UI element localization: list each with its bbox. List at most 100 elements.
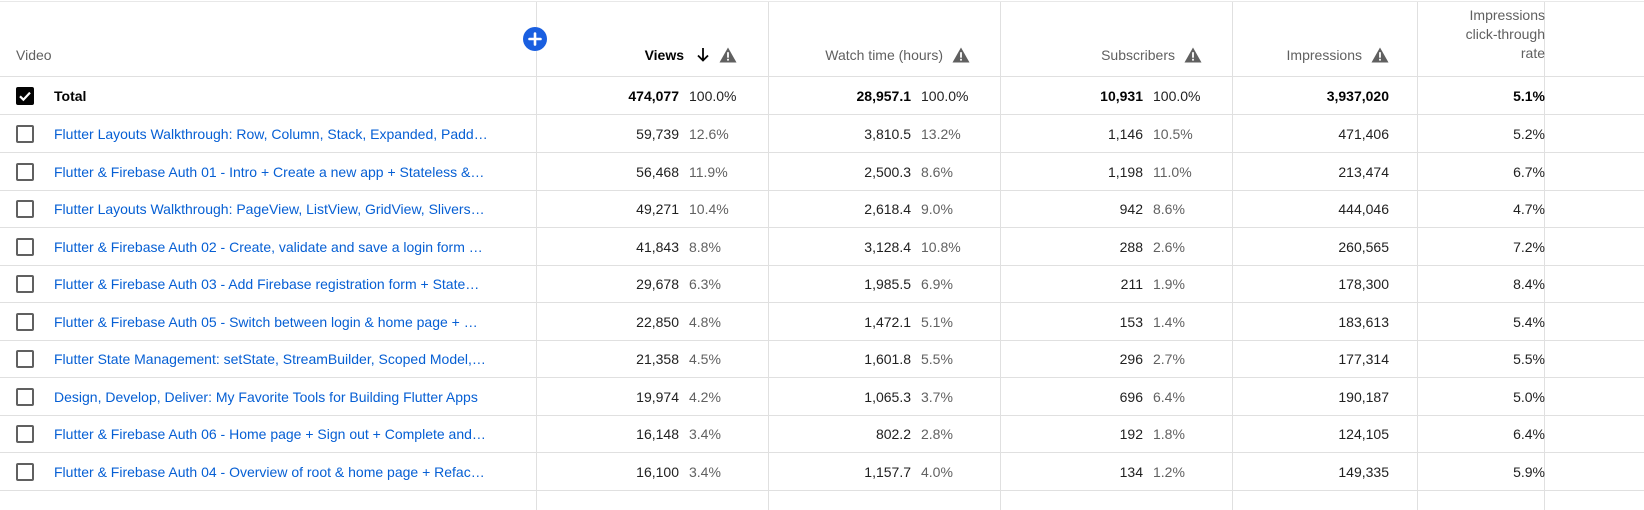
total-subscribers: 10,931 <box>1100 88 1143 104</box>
header-subscribers[interactable]: Subscribers <box>1001 2 1202 76</box>
checkmark-icon <box>19 91 31 102</box>
subscribers-value: 288 <box>1119 238 1143 255</box>
column-divider <box>536 2 537 510</box>
video-title-link[interactable]: Flutter Layouts Walkthrough: Row, Column… <box>54 126 488 142</box>
watch-time-pct: 5.1% <box>921 313 953 330</box>
header-impressions[interactable]: Impressions <box>1233 2 1389 76</box>
arrow-down-icon[interactable] <box>696 47 710 63</box>
row-checkbox[interactable] <box>16 275 34 293</box>
watch-time-pct: 4.0% <box>921 463 953 480</box>
top-divider <box>0 1 1644 2</box>
header-ctr-label: Impressions click-through rate <box>1465 7 1545 61</box>
table-row: Flutter & Firebase Auth 06 - Home page +… <box>0 415 1644 453</box>
views-pct: 6.3% <box>689 276 721 292</box>
row-checkbox[interactable] <box>16 200 34 218</box>
table-header: Video Views Watch time (hours) Subscribe… <box>0 2 1644 77</box>
add-column-button[interactable] <box>523 27 547 51</box>
views-value: 56,468 <box>636 163 679 180</box>
video-title-link[interactable]: Design, Develop, Deliver: My Favorite To… <box>54 388 478 405</box>
header-watch-time-label: Watch time (hours) <box>825 47 943 63</box>
column-divider <box>1000 2 1001 510</box>
ctr-value: 6.4% <box>1513 426 1545 442</box>
row-checkbox[interactable] <box>16 312 34 331</box>
header-subscribers-label: Subscribers <box>1101 47 1175 63</box>
row-checkbox[interactable] <box>16 125 34 143</box>
header-views[interactable]: Views <box>537 2 737 76</box>
header-video-label: Video <box>16 47 52 63</box>
impressions-value: 260,565 <box>1338 238 1389 255</box>
impressions-value: 190,187 <box>1338 388 1389 405</box>
views-value: 41,843 <box>636 238 679 255</box>
watch-time-pct: 6.9% <box>921 276 953 292</box>
column-divider <box>768 2 769 510</box>
views-pct: 3.4% <box>689 426 721 442</box>
video-title-link[interactable]: Flutter & Firebase Auth 05 - Switch betw… <box>54 313 478 330</box>
warning-triangle-icon[interactable] <box>1371 47 1389 63</box>
subscribers-pct: 1.2% <box>1153 463 1185 480</box>
ctr-value: 6.7% <box>1513 163 1545 180</box>
subscribers-pct: 1.9% <box>1153 276 1185 292</box>
impressions-value: 183,613 <box>1338 313 1389 330</box>
video-title-link[interactable]: Flutter & Firebase Auth 06 - Home page +… <box>54 426 486 442</box>
subscribers-value: 696 <box>1119 388 1143 405</box>
row-checkbox[interactable] <box>16 162 34 181</box>
row-checkbox[interactable] <box>16 350 34 368</box>
table-row: Flutter & Firebase Auth 03 - Add Firebas… <box>0 265 1644 303</box>
subscribers-value: 134 <box>1119 463 1143 480</box>
total-watch-pct: 100.0% <box>921 88 969 104</box>
video-title-link[interactable]: Flutter Layouts Walkthrough: PageView, L… <box>54 201 485 217</box>
views-pct: 11.9% <box>689 163 728 180</box>
views-value: 49,271 <box>636 201 679 217</box>
video-title-link[interactable]: Flutter & Firebase Auth 02 - Create, val… <box>54 238 483 255</box>
total-views-pct: 100.0% <box>689 88 737 104</box>
subscribers-pct: 6.4% <box>1153 388 1185 405</box>
row-checkbox[interactable] <box>16 462 34 481</box>
subscribers-pct: 2.7% <box>1153 351 1185 367</box>
watch-time-value: 1,985.5 <box>864 276 911 292</box>
ctr-value: 4.7% <box>1513 201 1545 217</box>
row-checkbox[interactable] <box>16 387 34 406</box>
ctr-value: 5.5% <box>1513 351 1545 367</box>
header-watch-time[interactable]: Watch time (hours) <box>769 2 970 76</box>
subscribers-value: 942 <box>1119 201 1143 217</box>
subscribers-value: 1,146 <box>1107 126 1143 142</box>
watch-time-pct: 13.2% <box>921 126 961 142</box>
subscribers-pct: 8.6% <box>1153 201 1185 217</box>
watch-time-value: 802.2 <box>875 426 911 442</box>
video-title-link[interactable]: Flutter & Firebase Auth 01 - Intro + Cre… <box>54 163 485 180</box>
watch-time-pct: 10.8% <box>921 238 961 255</box>
subscribers-value: 153 <box>1119 313 1143 330</box>
warning-triangle-icon[interactable] <box>719 47 737 63</box>
warning-triangle-icon[interactable] <box>952 47 970 63</box>
total-ctr: 5.1% <box>1513 88 1545 104</box>
warning-triangle-icon[interactable] <box>1184 47 1202 63</box>
views-pct: 8.8% <box>689 238 721 255</box>
views-pct: 4.5% <box>689 351 721 367</box>
watch-time-pct: 9.0% <box>921 201 953 217</box>
subscribers-pct: 2.6% <box>1153 238 1185 255</box>
views-value: 16,148 <box>636 426 679 442</box>
table-row: Flutter Layouts Walkthrough: Row, Column… <box>0 115 1644 153</box>
impressions-value: 149,335 <box>1338 463 1389 480</box>
header-video: Video <box>16 2 316 76</box>
row-checkbox[interactable] <box>16 425 34 443</box>
views-pct: 3.4% <box>689 463 721 480</box>
table-row: Flutter State Management: setState, Stre… <box>0 340 1644 378</box>
header-ctr[interactable]: Impressions click-through rate <box>1418 2 1545 76</box>
video-title-link[interactable]: Flutter & Firebase Auth 03 - Add Firebas… <box>54 276 480 292</box>
row-checkbox[interactable] <box>16 237 34 256</box>
total-checkbox[interactable] <box>16 87 34 105</box>
watch-time-value: 1,157.7 <box>864 463 911 480</box>
table-row: Design, Develop, Deliver: My Favorite To… <box>0 378 1644 416</box>
video-title-link[interactable]: Flutter State Management: setState, Stre… <box>54 351 486 367</box>
views-value: 19,974 <box>636 388 679 405</box>
impressions-value: 124,105 <box>1338 426 1389 442</box>
video-title-link[interactable]: Flutter & Firebase Auth 04 - Overview of… <box>54 463 485 480</box>
table-row: Flutter & Firebase Auth 04 - Overview of… <box>0 453 1644 491</box>
watch-time-pct: 5.5% <box>921 351 953 367</box>
impressions-value: 444,046 <box>1338 201 1389 217</box>
subscribers-pct: 11.0% <box>1153 163 1192 180</box>
views-value: 29,678 <box>636 276 679 292</box>
total-row: Total 474,077 100.0% 28,957.1 100.0% 10,… <box>0 77 1644 115</box>
ctr-value: 7.2% <box>1513 238 1545 255</box>
